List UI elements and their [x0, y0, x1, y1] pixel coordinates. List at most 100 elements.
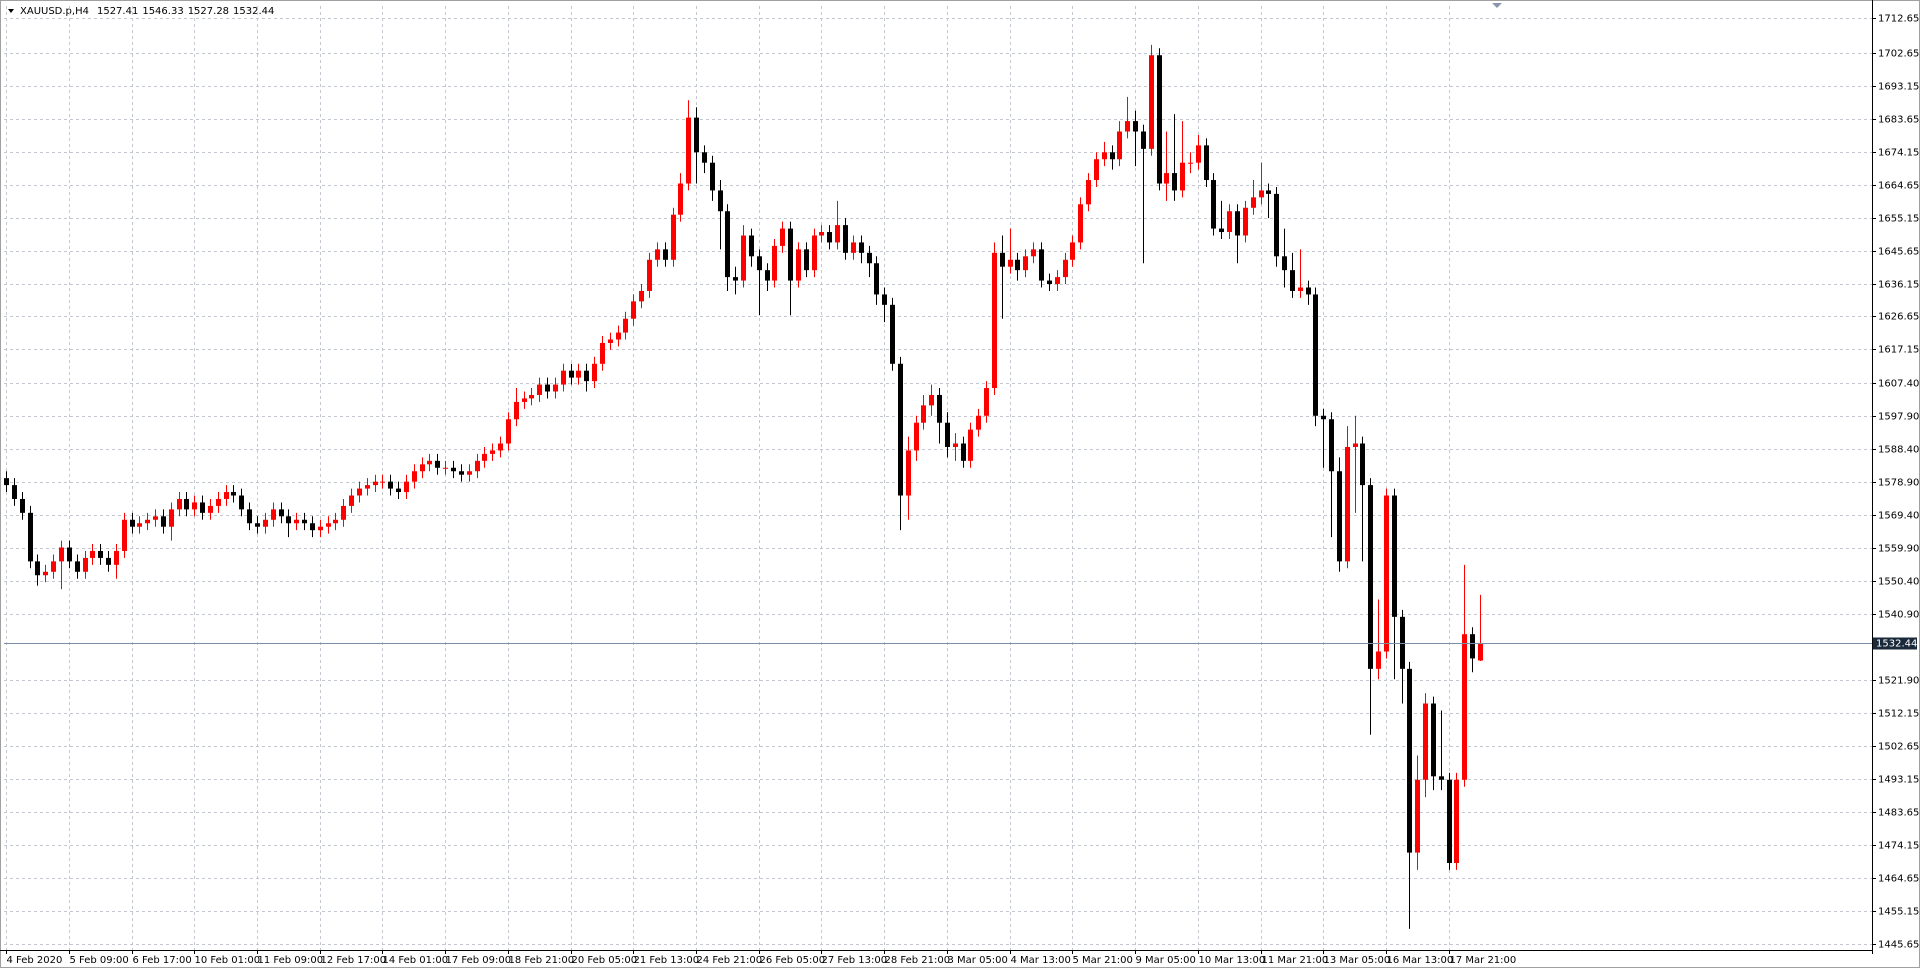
y-tick-label: 1550.40: [1878, 577, 1919, 588]
candle-body: [1447, 779, 1452, 863]
x-tick-label: 13 Mar 05:00: [1324, 955, 1391, 966]
candle-body: [835, 225, 840, 243]
y-tick-label: 1569.40: [1878, 511, 1919, 522]
candle-body: [1086, 180, 1091, 205]
x-tick-label: 14 Feb 01:00: [383, 955, 449, 966]
candle-body: [804, 249, 809, 271]
candle-body: [608, 339, 613, 343]
candle-body: [247, 509, 252, 524]
candle-body: [443, 467, 448, 469]
x-tick-label: 10 Mar 13:00: [1199, 955, 1266, 966]
y-tick-label: 1502.65: [1878, 742, 1919, 753]
menu-arrow[interactable]: [8, 9, 14, 13]
candle-body: [1266, 190, 1271, 194]
candle-body: [906, 450, 911, 496]
y-tick-label: 1464.65: [1878, 874, 1919, 885]
candle-body: [710, 162, 715, 191]
candle-body: [898, 363, 903, 496]
x-tick-label: 11 Feb 09:00: [258, 955, 324, 966]
y-tick-label: 1559.90: [1878, 544, 1919, 555]
candle-body: [812, 235, 817, 271]
candle-body: [1133, 121, 1138, 132]
y-tick-label: 1702.65: [1878, 49, 1919, 60]
candle-body: [475, 460, 480, 472]
candle-body: [1008, 259, 1013, 267]
candle-body: [843, 225, 848, 253]
candle-body: [1392, 495, 1397, 617]
candle-body: [623, 318, 628, 333]
candle-body: [1141, 131, 1146, 149]
candle-body: [772, 245, 777, 281]
shift-marker[interactable]: [1492, 3, 1502, 8]
candle-body: [788, 228, 793, 281]
y-tick-label: 1626.65: [1878, 312, 1919, 323]
candle-body: [177, 498, 182, 510]
candle-body: [1235, 211, 1240, 236]
candle-body: [169, 509, 174, 527]
candle-body: [663, 249, 668, 260]
candle-body: [976, 415, 981, 430]
candle-body: [984, 388, 989, 416]
candle-body: [1313, 294, 1318, 416]
candle-body: [1274, 193, 1279, 257]
candle-body: [59, 547, 64, 562]
candle-body: [1149, 55, 1154, 149]
header-high: 1546.33: [142, 6, 183, 17]
candle-body: [1227, 211, 1232, 233]
y-tick-label: 1445.65: [1878, 940, 1919, 951]
candle-body: [718, 190, 723, 212]
candle-body: [200, 502, 205, 513]
candle-body: [1204, 145, 1209, 181]
y-tick-label: 1483.65: [1878, 808, 1919, 819]
candle-body: [365, 485, 370, 489]
x-tick-label: 27 Feb 13:00: [822, 955, 888, 966]
candle-body: [1384, 495, 1389, 652]
y-tick-label: 1712.65: [1878, 14, 1919, 25]
candle-body: [537, 384, 542, 395]
candle-body: [1219, 228, 1224, 233]
candle-body: [122, 519, 127, 551]
candle-body: [1172, 173, 1177, 191]
candle-body: [914, 422, 919, 451]
candle-body: [702, 152, 707, 163]
candle-body: [459, 471, 464, 475]
candle-body: [1094, 159, 1099, 181]
y-tick-label: 1540.90: [1878, 610, 1919, 621]
candle-body: [35, 561, 40, 576]
candle-body: [349, 495, 354, 506]
candle-body: [4, 478, 9, 486]
candle-body: [616, 332, 621, 340]
candle-body: [380, 481, 385, 483]
candle-body: [992, 252, 997, 389]
candle-body: [545, 384, 550, 392]
candle-body: [1196, 145, 1201, 163]
candle-body: [529, 394, 534, 399]
candle-body: [890, 304, 895, 364]
candle-body: [1251, 197, 1256, 208]
candle-body: [1000, 252, 1005, 267]
x-tick-label: 5 Mar 21:00: [1073, 955, 1133, 966]
y-tick-label: 1693.15: [1878, 82, 1919, 93]
candle-body: [1157, 55, 1162, 184]
candle-body: [357, 488, 362, 496]
candle-body: [427, 460, 432, 465]
candle-body: [28, 512, 33, 562]
candle-body: [647, 259, 652, 291]
candle-body: [882, 294, 887, 305]
candle-body: [1023, 256, 1028, 271]
candle-body: [482, 453, 487, 461]
candle-body: [671, 214, 676, 260]
y-tick-label: 1474.15: [1878, 841, 1919, 852]
x-tick-label: 11 Mar 21:00: [1262, 955, 1329, 966]
candle-body: [1102, 152, 1107, 160]
x-tick-label: 24 Feb 21:00: [697, 955, 763, 966]
candle-body: [749, 235, 754, 257]
x-tick-label: 28 Feb 21:00: [885, 955, 951, 966]
candle-body: [12, 485, 17, 499]
x-tick-label: 3 Mar 05:00: [948, 955, 1008, 966]
candle-body: [1110, 152, 1115, 160]
header-open: 1527.41: [97, 6, 138, 17]
candle-body: [819, 232, 824, 236]
candle-body: [859, 242, 864, 253]
